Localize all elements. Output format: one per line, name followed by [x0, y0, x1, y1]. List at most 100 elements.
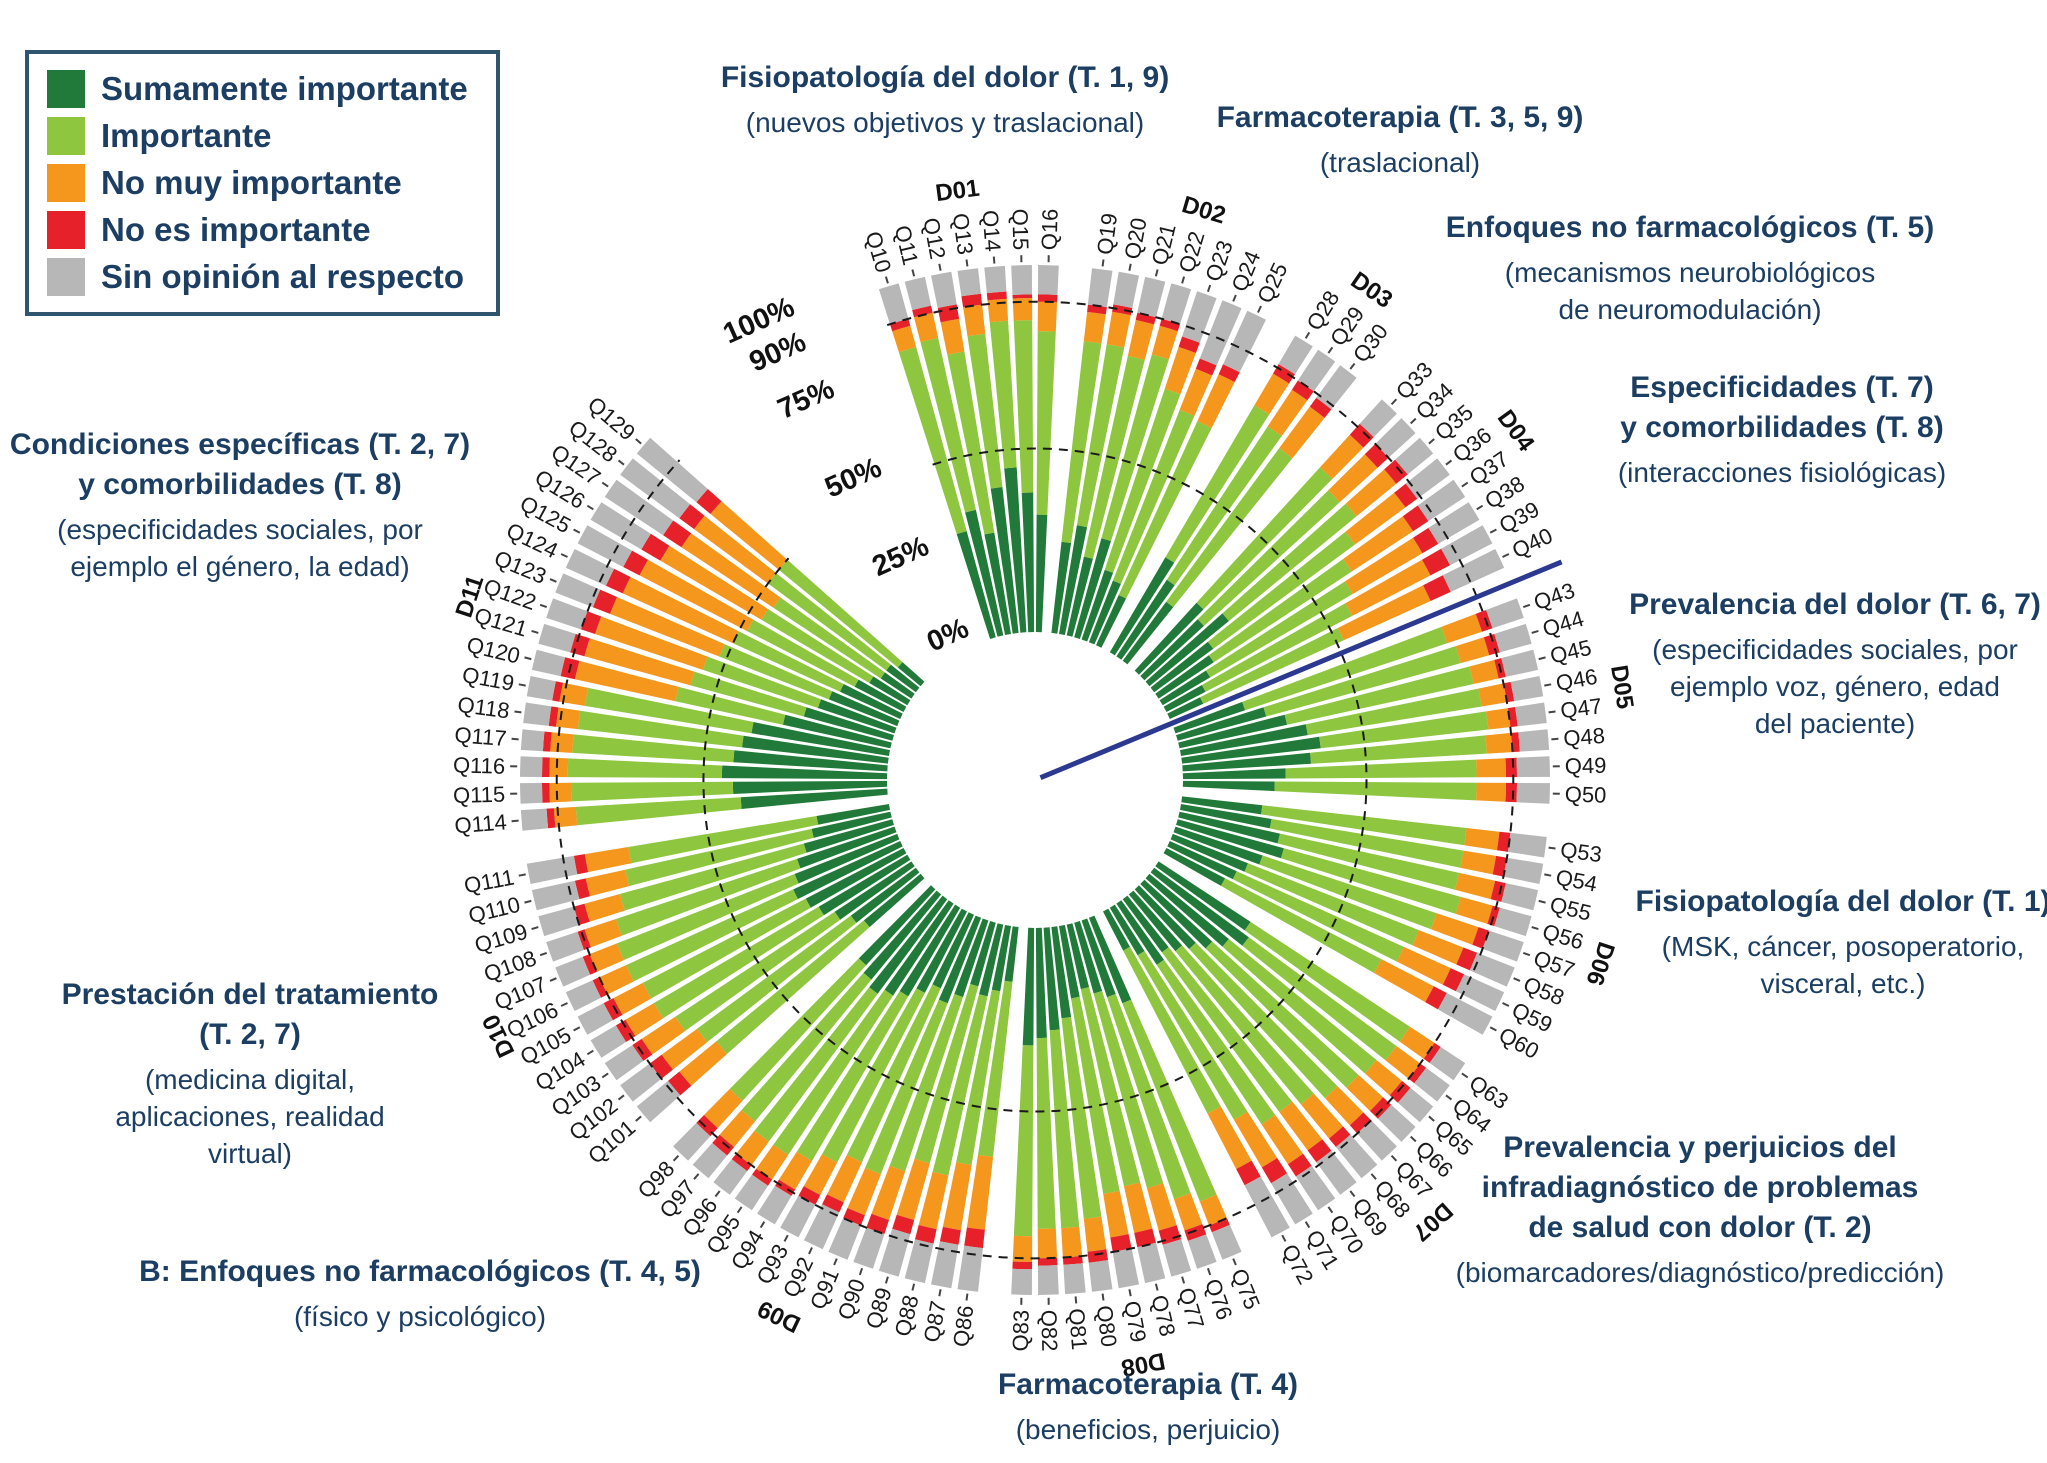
bar-segment [1472, 927, 1489, 949]
bar-segment [1375, 418, 1416, 458]
bar-segment [990, 487, 1019, 634]
bar-segment [592, 589, 617, 614]
bar-segment [1128, 890, 1183, 952]
question-tick [965, 1293, 969, 1301]
bar-segment [1295, 1165, 1336, 1211]
question-tick [693, 1173, 700, 1180]
bar-segment [797, 826, 897, 869]
bar-segment [843, 1208, 865, 1226]
bar-segment [1518, 729, 1550, 752]
bar-segment [574, 660, 679, 702]
legend-swatch-sumamente [47, 70, 85, 108]
question-label: Q87 [919, 1299, 951, 1344]
bar-segment [679, 504, 705, 530]
bar-segment [546, 808, 556, 829]
bar-segment [546, 598, 588, 630]
bar-segment [1413, 527, 1439, 554]
question-tick [617, 1094, 625, 1101]
bar-segment [1061, 1226, 1083, 1258]
question-tick [1461, 1072, 1469, 1079]
bar-segment [850, 867, 920, 923]
bar-segment [1297, 349, 1336, 392]
bar-segment [673, 1122, 711, 1161]
bar-segment [847, 1167, 881, 1216]
bar-segment [828, 691, 900, 727]
question-label: Q15 [1007, 208, 1033, 250]
bar-segment [1178, 336, 1200, 353]
annotation-subtitle-line: (nuevos objetivos y traslacional) [745, 107, 1145, 138]
question-label: Q53 [1559, 837, 1604, 867]
bar-segment [1122, 999, 1217, 1202]
bar-segment [1460, 850, 1497, 875]
bar-segment [878, 283, 909, 325]
bar-segment [1173, 701, 1246, 734]
bar-segment [595, 616, 708, 670]
bar-segment [1503, 857, 1544, 884]
question-tick [560, 553, 568, 558]
bar-segment [822, 988, 925, 1163]
bar-segment [1205, 941, 1359, 1088]
annotation-subtitle-line: ejemplo voz, género, edad [1670, 671, 2000, 702]
bar-segment [1013, 1045, 1034, 1237]
annotation-prestacion-del-tratamiento: Prestación del tratamiento (T. 2, 7) (me… [62, 975, 439, 1172]
bar-segment [1207, 531, 1356, 649]
bar-segment [584, 894, 625, 922]
legend-item: Importante [47, 117, 468, 155]
question-tick [524, 656, 532, 661]
bar-segment [1442, 968, 1465, 992]
bar-segment [1431, 913, 1479, 945]
question-tick [524, 899, 532, 904]
question-tick [560, 1002, 568, 1007]
bar-segment [1284, 666, 1474, 725]
bar-segment [1345, 537, 1423, 594]
bar-segment [526, 855, 578, 884]
bar-segment [918, 1171, 949, 1230]
bar-segment [1088, 580, 1121, 645]
bar-segment [1279, 1101, 1323, 1151]
annotation-subtitle-line: (traslacional) [1319, 147, 1481, 178]
bar-segment [1140, 619, 1204, 681]
bar-segment [956, 531, 996, 639]
bar-segment [584, 847, 632, 873]
question-label: Q81 [1064, 1307, 1092, 1350]
question-label: Q119 [460, 662, 516, 696]
bar-segment [1159, 318, 1180, 332]
bar-segment [1478, 683, 1507, 707]
bar-segment [1178, 811, 1280, 844]
bar-segment [1277, 833, 1460, 890]
legend-swatch-no-es-importante [47, 211, 85, 249]
bar-segment [803, 819, 894, 853]
bar-segment [1232, 871, 1404, 962]
bar-segment [712, 1134, 735, 1156]
annotation-subtitle-line: visceral, etc.) [1760, 968, 1926, 999]
bar-segment [803, 1154, 838, 1196]
question-tick [1548, 846, 1556, 850]
bar-segment [920, 337, 976, 513]
bar-segment [940, 318, 965, 355]
bar-segment [1441, 613, 1482, 644]
bar-segment [1135, 312, 1156, 325]
bar-segment [1096, 595, 1127, 648]
question-tick [1128, 263, 1132, 271]
percent-axis-label: 25% [868, 530, 934, 583]
question-tick [884, 1276, 889, 1284]
bar-segment [1175, 945, 1314, 1105]
bar-segment [1402, 505, 1429, 532]
bar-segment [1083, 311, 1106, 344]
bar-segment [1316, 1150, 1357, 1195]
question-tick [1101, 259, 1105, 267]
question-tick [1522, 603, 1531, 609]
bar-segment [731, 1153, 752, 1172]
question-tick [1502, 553, 1510, 558]
bar-segment [1515, 702, 1547, 727]
question-tick [1476, 504, 1484, 511]
bar-segment [794, 833, 900, 884]
question-tick [1154, 1283, 1159, 1291]
bar-segment [619, 843, 807, 911]
bar-segment [804, 1204, 840, 1250]
question-label: Q48 [1562, 723, 1605, 751]
bar-segment [1201, 603, 1353, 692]
bar-segment [1093, 991, 1164, 1189]
question-tick [1531, 629, 1539, 634]
